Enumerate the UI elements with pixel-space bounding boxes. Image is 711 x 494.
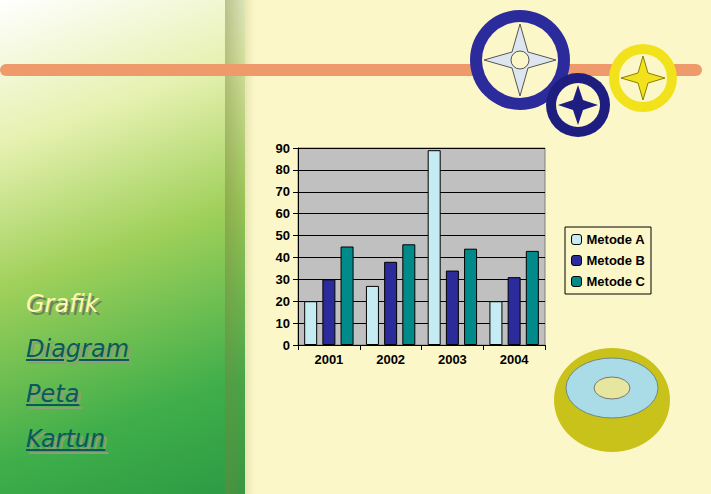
svg-text:2002: 2002 [376,352,405,367]
svg-text:30: 30 [276,272,290,287]
svg-text:80: 80 [276,162,290,177]
svg-text:0: 0 [283,338,290,353]
svg-text:20: 20 [276,294,290,309]
svg-text:2001: 2001 [314,352,343,367]
html-text:Kartun: Kartun [26,425,106,453]
svg-text:2003: 2003 [438,352,467,367]
svg-text:Metode C: Metode C [587,274,646,289]
html-text:Diagram: Diagram [26,335,129,363]
html-text:Peta: Peta [26,380,80,408]
svg-text:Metode B: Metode B [587,253,646,268]
html-text:Grafik: Grafik [26,290,99,318]
svg-text:60: 60 [276,206,290,221]
svg-text:10: 10 [276,316,290,331]
svg-text:70: 70 [276,184,290,199]
svg-text:2004: 2004 [500,352,530,367]
svg-text:Metode A: Metode A [587,232,646,247]
svg-text:50: 50 [276,228,290,243]
svg-text:40: 40 [276,250,290,265]
svg-text:90: 90 [276,141,290,156]
